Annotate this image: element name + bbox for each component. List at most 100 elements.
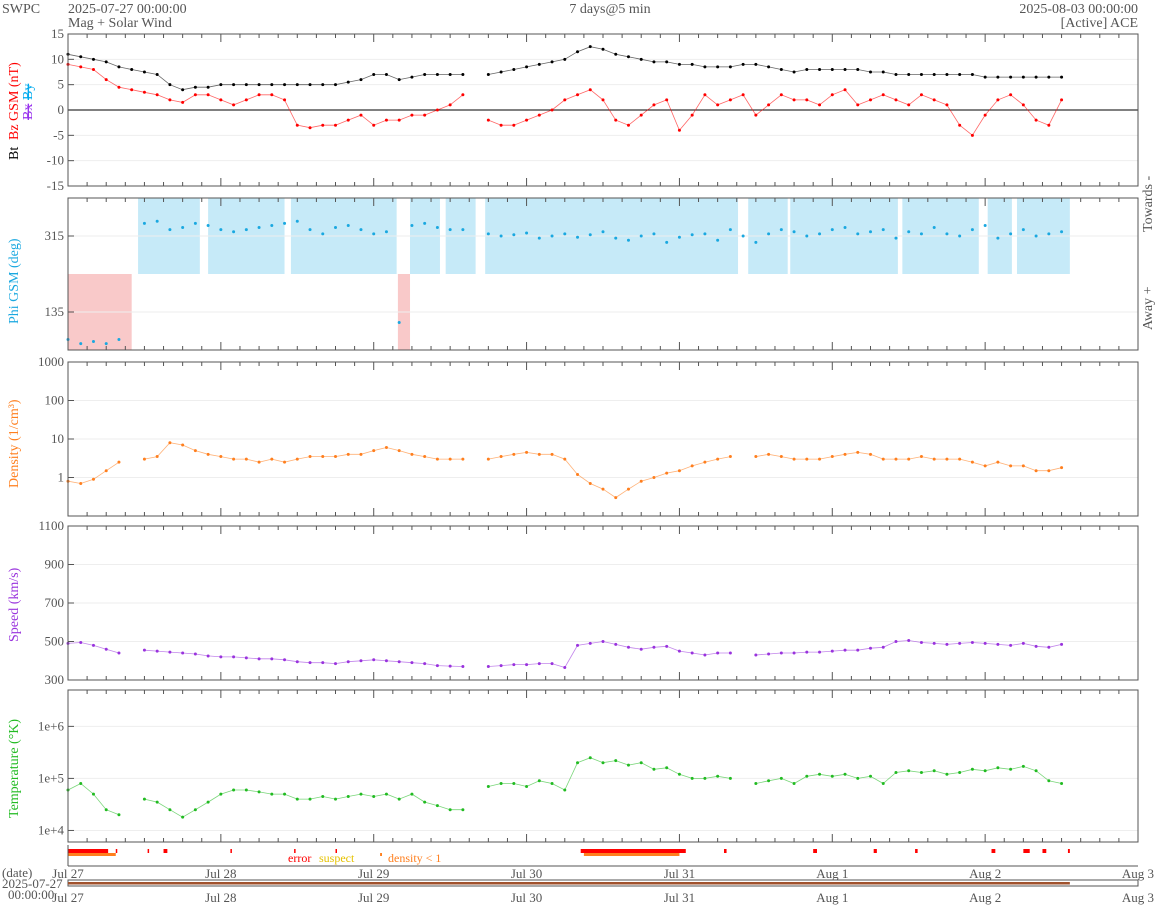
phi-point bbox=[1009, 232, 1013, 236]
phi-point bbox=[321, 232, 325, 236]
y-tick-label: -5 bbox=[53, 127, 64, 142]
legend-density-low: density < 1 bbox=[388, 851, 441, 865]
phi-point bbox=[372, 232, 376, 236]
speed-point bbox=[486, 665, 490, 669]
error-flag bbox=[147, 849, 150, 853]
phi-point bbox=[614, 236, 618, 240]
phi-point bbox=[983, 223, 987, 227]
bz-line bbox=[488, 89, 1062, 136]
bz-point bbox=[486, 118, 490, 122]
phi-point bbox=[677, 235, 681, 239]
error-flag bbox=[915, 849, 918, 853]
error-flag bbox=[335, 849, 337, 853]
density-line bbox=[144, 442, 463, 463]
phi-point bbox=[193, 221, 197, 225]
speed-line bbox=[488, 641, 731, 668]
phi-point bbox=[945, 232, 949, 236]
phi-point bbox=[448, 228, 452, 232]
y-tick-label: 10 bbox=[51, 431, 64, 446]
phi-point bbox=[206, 223, 210, 227]
density-axis-label: Density (1/cm³) bbox=[7, 399, 22, 488]
phi-point bbox=[601, 230, 605, 234]
start-time: 2025-07-27 00:00:00 bbox=[68, 2, 187, 17]
towards-label: Towards - bbox=[1141, 175, 1156, 232]
phi-point bbox=[830, 228, 834, 232]
phi-point bbox=[703, 232, 707, 236]
phi-point bbox=[219, 228, 223, 232]
date-tick-label: Jul 30 bbox=[511, 866, 542, 881]
y-tick-label: 1e+6 bbox=[38, 718, 65, 733]
date-tick-label-bottom: Aug 1 bbox=[816, 890, 848, 905]
phi-point bbox=[486, 232, 490, 236]
bt-line bbox=[67, 53, 463, 91]
by-axis-label: By bbox=[21, 84, 36, 100]
time-start: 00:00:00 bbox=[8, 887, 54, 902]
org-label: SWPC bbox=[2, 2, 40, 17]
phi-point bbox=[461, 228, 465, 232]
phi-point bbox=[117, 337, 121, 341]
phi-point bbox=[155, 219, 159, 223]
phi-point bbox=[512, 233, 516, 237]
source-label: [Active] ACE bbox=[1061, 16, 1138, 31]
date-coverage-bar bbox=[68, 882, 1070, 885]
legend-error: error bbox=[288, 851, 311, 865]
phi-point bbox=[970, 228, 974, 232]
phi-point bbox=[818, 232, 822, 236]
phi-point bbox=[843, 226, 847, 230]
temperature-line bbox=[488, 757, 731, 791]
error-flag bbox=[294, 849, 296, 853]
phi-point bbox=[907, 230, 911, 234]
y-tick-label: 500 bbox=[45, 634, 65, 649]
y-tick-label: 1e+4 bbox=[38, 822, 65, 837]
phi-point bbox=[257, 226, 261, 230]
away-label: Away + bbox=[1141, 286, 1156, 330]
phi-point bbox=[537, 236, 541, 240]
error-flag bbox=[68, 849, 109, 853]
phi-point bbox=[435, 226, 439, 230]
y-tick-label: 900 bbox=[45, 557, 65, 572]
bt-point bbox=[486, 73, 490, 77]
y-tick-label: 10 bbox=[51, 51, 64, 66]
low-density-flag bbox=[68, 853, 116, 856]
bz-axis-label: Bz GSM (nT) bbox=[7, 62, 22, 140]
phi-point bbox=[550, 234, 554, 238]
phi-point bbox=[576, 235, 580, 239]
phi-point bbox=[626, 238, 630, 242]
phi-point bbox=[652, 232, 656, 236]
date-tick-label-bottom: Jul 27 bbox=[52, 890, 84, 905]
y-tick-label: 135 bbox=[45, 304, 65, 319]
phi-point bbox=[1021, 228, 1025, 232]
phi-point bbox=[894, 236, 898, 240]
date-tick-label: Aug 3 bbox=[1122, 866, 1154, 881]
y-tick-label: 1 bbox=[58, 470, 65, 485]
date-tick-label-bottom: Aug 2 bbox=[969, 890, 1001, 905]
phi-point bbox=[741, 234, 745, 238]
speed-axis-label: Speed (km/s) bbox=[7, 567, 22, 642]
phi-point bbox=[91, 340, 95, 344]
density-line bbox=[488, 451, 731, 499]
phi-point bbox=[563, 232, 567, 236]
date-tick-label: Aug 2 bbox=[969, 866, 1001, 881]
phi-point bbox=[384, 230, 388, 234]
bz-line bbox=[67, 64, 464, 129]
phi-point bbox=[308, 228, 312, 232]
phi-point bbox=[525, 231, 529, 235]
phi-point bbox=[792, 230, 796, 234]
temperature-axis-label: Temperature (°K) bbox=[7, 719, 22, 818]
density-line bbox=[755, 451, 1062, 472]
density-point bbox=[486, 457, 490, 461]
end-time: 2025-08-03 00:00:00 bbox=[1019, 2, 1138, 17]
date-tick-label: Jul 31 bbox=[664, 866, 695, 881]
legend-suspect: suspect bbox=[319, 851, 355, 865]
phi-point bbox=[767, 232, 771, 236]
date-tick-label-bottom: Jul 28 bbox=[205, 890, 236, 905]
phi-point bbox=[410, 223, 414, 227]
phi-point bbox=[958, 234, 962, 238]
phi-point bbox=[79, 342, 83, 346]
y-tick-label: 1000 bbox=[38, 354, 64, 369]
error-flag bbox=[580, 849, 686, 853]
error-flag bbox=[813, 849, 817, 853]
temperature-line bbox=[144, 789, 463, 818]
phi-point bbox=[690, 233, 694, 237]
date-tick-label: Jul 27 bbox=[52, 866, 84, 881]
